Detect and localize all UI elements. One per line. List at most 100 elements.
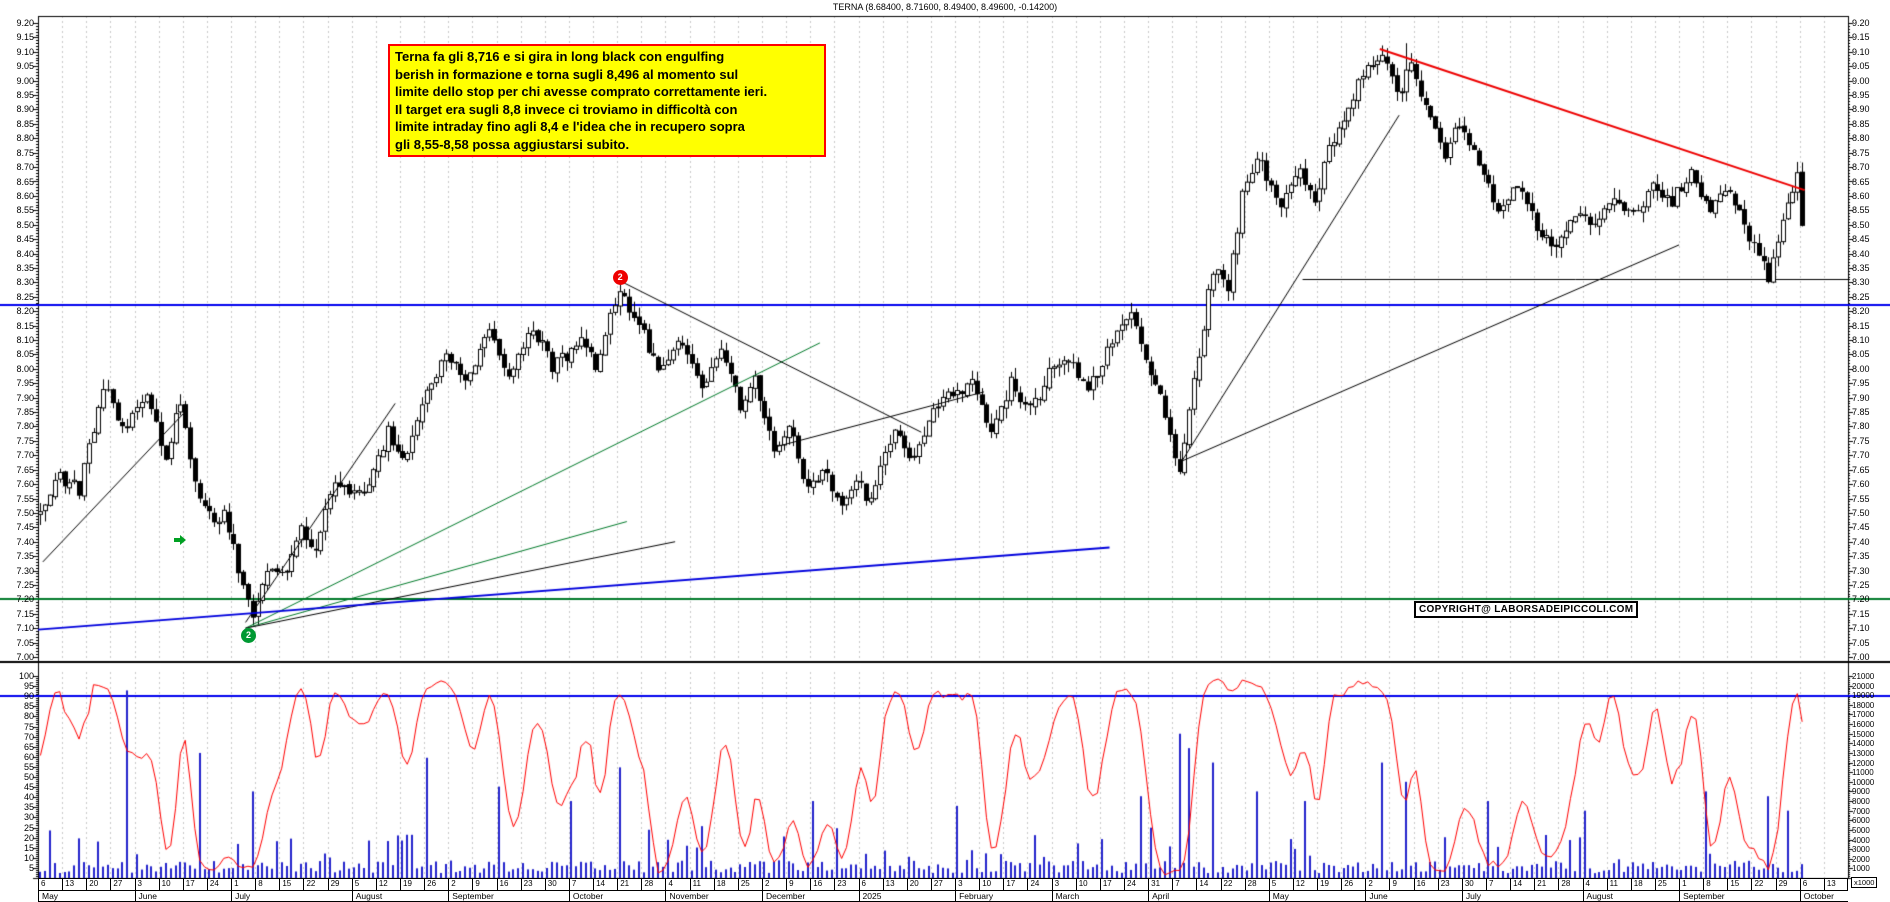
week-start-label: 17: [1099, 879, 1124, 890]
price-tick-label: 9.15: [16, 32, 34, 42]
indicator-tick-label: 25: [23, 823, 34, 833]
numbered-circle-marker[interactable]: 2: [612, 269, 628, 285]
price-tick-label: 8.25: [16, 292, 34, 302]
price-tick-label: 7.30: [1852, 566, 1870, 576]
copyright-label[interactable]: COPYRIGHT@ LABORSADEIPICCOLI.COM: [1414, 601, 1639, 618]
price-tick-label: 8.00: [1852, 364, 1870, 374]
price-tick-label: 7.15: [1852, 609, 1870, 619]
price-tick-label: 8.00: [16, 364, 34, 374]
price-tick-label: 7.70: [16, 450, 34, 460]
price-tick-label: 8.55: [1852, 205, 1870, 215]
week-start-label: 13: [1823, 879, 1848, 890]
week-start-label: 8: [255, 879, 279, 890]
week-start-label: 24: [1124, 879, 1148, 890]
volume-tick-label: 4000: [1852, 836, 1870, 845]
volume-tick-label: 15000: [1852, 730, 1875, 739]
week-start-label: 28: [1244, 879, 1269, 890]
week-start-label: 14: [593, 879, 617, 890]
week-start-label: 25: [737, 879, 762, 890]
week-start-label: 29: [327, 879, 352, 890]
price-tick-label: 9.15: [1852, 32, 1870, 42]
week-start-label: 2: [762, 879, 786, 890]
volume-tick-label: 8000: [1852, 797, 1870, 806]
price-tick-label: 8.45: [16, 234, 34, 244]
week-start-label: 13: [882, 879, 907, 890]
week-start-label: 14: [1510, 879, 1534, 890]
week-start-label: 31: [1148, 879, 1172, 890]
month-label: February: [955, 891, 1052, 902]
price-tick-label: 8.10: [1852, 335, 1870, 345]
price-tick-label: 8.65: [16, 177, 34, 187]
indicator-tick-label: 95: [23, 681, 34, 691]
price-tick-label: 8.70: [1852, 162, 1870, 172]
right-arrow-icon[interactable]: [174, 532, 187, 546]
price-tick-label: 9.00: [1852, 76, 1870, 86]
volume-tick-label: 2000: [1852, 855, 1870, 864]
indicator-tick-label: 30: [23, 812, 34, 822]
price-tick-label: 8.35: [1852, 263, 1870, 273]
price-tick-label: 7.95: [16, 378, 34, 388]
week-start-label: 23: [834, 879, 858, 890]
price-tick-label: 8.25: [1852, 292, 1870, 302]
price-tick-label: 7.20: [16, 594, 34, 604]
week-start-label: 25: [1654, 879, 1679, 890]
price-tick-label: 8.10: [16, 335, 34, 345]
week-start-label: 9: [1389, 879, 1413, 890]
annotation-line: limite dello stop per chi avesse comprat…: [395, 84, 768, 99]
date-axis-weeks: 6 13 20 27 3 10 17 24 1 8 15 22 29 5 12 19 26 2 9 16 23 30 7 14…: [38, 878, 1848, 891]
numbered-circle-marker[interactable]: 2: [240, 628, 256, 644]
week-start-label: 27: [110, 879, 134, 890]
price-tick-label: 8.50: [16, 220, 34, 230]
week-start-label: 20: [906, 879, 931, 890]
price-tick-label: 8.85: [1852, 119, 1870, 129]
month-label: July: [1461, 891, 1583, 902]
week-start-label: 6: [38, 879, 62, 890]
week-start-label: 4: [1582, 879, 1607, 890]
month-label: October: [568, 891, 666, 902]
price-tick-label: 7.55: [1852, 494, 1870, 504]
month-label: August: [351, 891, 449, 902]
week-start-label: 15: [279, 879, 303, 890]
indicator-tick-label: 65: [23, 742, 34, 752]
month-label: September: [448, 891, 569, 902]
indicator-tick-label: 10: [23, 853, 34, 863]
week-start-label: 12: [1292, 879, 1317, 890]
price-tick-label: 8.05: [16, 349, 34, 359]
price-tick-label: 8.75: [1852, 148, 1870, 158]
week-start-label: 8: [1703, 879, 1727, 890]
indicator-tick-label: 75: [23, 722, 34, 732]
week-start-label: 19: [400, 879, 424, 890]
week-start-label: 21: [1534, 879, 1558, 890]
price-tick-label: 7.65: [16, 465, 34, 475]
week-start-label: 4: [665, 879, 689, 890]
price-tick-label: 7.60: [16, 479, 34, 489]
price-tick-label: 8.50: [1852, 220, 1870, 230]
week-start-label: 23: [520, 879, 545, 890]
month-label: August: [1582, 891, 1680, 902]
indicator-tick-label: 15: [23, 843, 34, 853]
price-tick-label: 8.30: [1852, 277, 1870, 287]
annotation-box[interactable]: Terna fa gli 8,716 e si gira in long bla…: [388, 44, 826, 157]
week-start-label: 18: [713, 879, 738, 890]
week-start-label: 2: [1365, 879, 1389, 890]
volume-tick-label: 21000: [1852, 672, 1875, 681]
price-tick-label: 7.15: [16, 609, 34, 619]
price-tick-label: 9.10: [1852, 47, 1870, 57]
month-label: June: [1365, 891, 1462, 902]
annotation-line: gli 8,55-8,58 possa aggiustarsi subito.: [395, 136, 630, 152]
indicator-tick-label: 55: [23, 762, 34, 772]
week-start-label: 19: [1317, 879, 1341, 890]
price-tick-label: 8.85: [16, 119, 34, 129]
price-tick-label: 7.85: [1852, 407, 1870, 417]
price-tick-label: 9.05: [16, 61, 34, 71]
price-tick-label: 8.90: [16, 104, 34, 114]
price-tick-label: 8.15: [16, 321, 34, 331]
price-tick-label: 7.65: [1852, 465, 1870, 475]
price-tick-label: 7.90: [16, 393, 34, 403]
week-start-label: 5: [351, 879, 376, 890]
week-start-label: 10: [979, 879, 1003, 890]
volume-tick-label: 19000: [1852, 691, 1875, 700]
volume-tick-label: 17000: [1852, 710, 1875, 719]
